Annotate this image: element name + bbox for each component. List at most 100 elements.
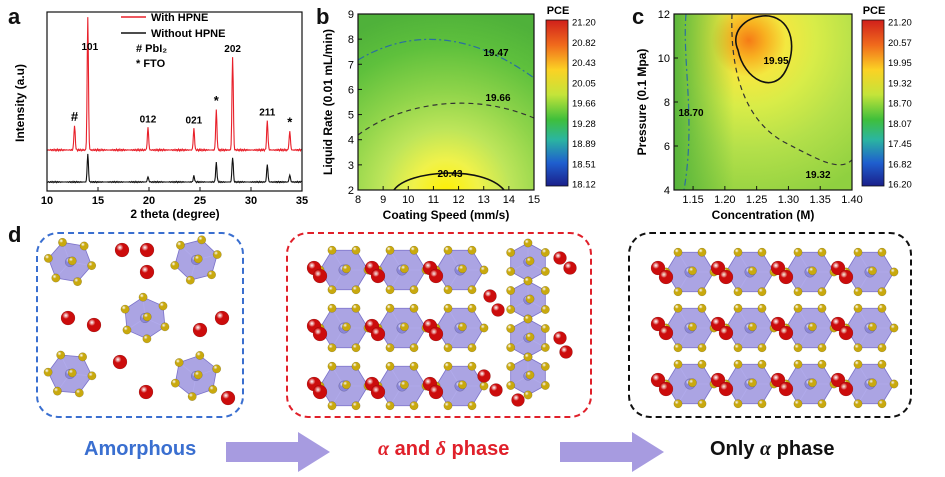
- y-tick-label-1-0: 2: [348, 185, 354, 197]
- alpha-symbol: α: [378, 438, 390, 460]
- cbar-tick-label-2-8: 16.20: [888, 180, 912, 191]
- contour-c-line-1870: [683, 14, 690, 190]
- contour-b-line-1966: [358, 102, 534, 136]
- panel-letter-c: c: [632, 4, 645, 29]
- y-tick-label-1-1: 3: [348, 160, 354, 172]
- x-tick-label-2-4: 1.35: [810, 194, 831, 206]
- xrd-peak-label-3: 021: [186, 116, 203, 127]
- contour-c-line-1995: [735, 15, 793, 84]
- cbar-tick-label-2-6: 17.45: [888, 139, 912, 150]
- colorbar-c: [861, 19, 885, 187]
- y-tick-label-1-3: 5: [348, 110, 354, 122]
- xrd-tick-label-2: 20: [143, 195, 155, 207]
- contour-chart-c: 19.95 18.70 19.32 1.15 1.20 1.25 1.30 1.35 1.…: [635, 5, 912, 222]
- xrd-peak-label-0: #: [71, 109, 79, 124]
- legend-without-hpne: Without HPNE: [151, 28, 225, 40]
- x-tick-label-2-5: 1.40: [841, 194, 862, 206]
- contour-c-label-1870: 18.70: [678, 108, 703, 119]
- y-tick-label-1-2: 4: [348, 135, 354, 147]
- xrd-ylabel: Intensity (a.u): [13, 64, 27, 142]
- y-tick-label-1-6: 8: [348, 34, 354, 46]
- phase-text-2: phase: [771, 438, 835, 460]
- x-tick-label-2-0: 1.15: [682, 194, 703, 206]
- amorphous-box: [36, 232, 244, 418]
- y-tick-label-1-5: 7: [348, 59, 354, 71]
- label-only-alpha: Only α phase: [710, 438, 834, 461]
- cbar-tick-label-1-3: 20.05: [572, 78, 596, 89]
- contour-c-field-edge: [674, 14, 734, 190]
- y-tick-label-1-7: 9: [348, 9, 354, 21]
- arrow-2: [560, 432, 664, 472]
- cbar-tick-label-2-4: 18.70: [888, 99, 912, 110]
- contour-b-line-1947: [358, 38, 534, 79]
- xrd-peak-label-1: 101: [81, 42, 98, 53]
- only-alpha-box: [628, 232, 912, 418]
- contour-c-ylabel: Pressure (0.1 Mpa): [635, 49, 649, 156]
- cbar-tick-label-1-7: 18.51: [572, 159, 596, 170]
- xrd-series-1: [46, 153, 302, 184]
- xrd-peak-label-7: *: [287, 114, 293, 129]
- y-tick-label-2-4: 12: [658, 9, 670, 21]
- y-tick-label-2-1: 6: [664, 141, 670, 153]
- colorbar-b: [545, 19, 569, 187]
- xrd-xlabel: 2 theta (degree): [130, 207, 219, 221]
- alpha-symbol-2: α: [760, 438, 772, 460]
- delta-symbol: δ: [435, 438, 446, 460]
- y-tick-label-2-0: 4: [664, 185, 670, 197]
- contour-c-label-1995: 19.95: [763, 56, 788, 67]
- label-alpha-delta: α and δ phase: [378, 438, 509, 461]
- cbar-tick-label-2-1: 20.57: [888, 38, 912, 49]
- xrd-tick-label-5: 35: [296, 195, 308, 207]
- xrd-tick-label-3: 25: [194, 195, 206, 207]
- contour-b-xlabel: Coating Speed (mm/s): [383, 208, 510, 222]
- xrd-peak-label-2: 012: [140, 114, 157, 125]
- cbar-tick-label-1-5: 19.28: [572, 119, 596, 130]
- cbar-tick-label-2-7: 16.82: [888, 159, 912, 170]
- x-tick-label-1-4: 12: [452, 194, 464, 206]
- contour-b-label-1966: 19.66: [485, 93, 510, 104]
- cbar-tick-label-2-0: 21.20: [888, 18, 912, 29]
- xrd-tick-label-1: 15: [92, 195, 104, 207]
- xrd-peak-label-6: 211: [259, 108, 276, 119]
- contour-c-label-1932: 19.32: [805, 170, 830, 181]
- x-tick-label-1-7: 15: [528, 194, 540, 206]
- xrd-axes-frame: [46, 11, 303, 192]
- contour-b-field: [358, 14, 534, 190]
- contour-b-label-1947: 19.47: [483, 48, 508, 59]
- x-tick-label-2-1: 1.20: [714, 194, 735, 206]
- phase-text: phase: [446, 438, 510, 460]
- x-tick-label-1-1: 9: [380, 194, 386, 206]
- contour-b-frame: [357, 13, 535, 191]
- contour-b-label-2043: 20.43: [437, 169, 462, 180]
- xrd-series-0: [46, 17, 302, 153]
- legend-pbi2: # PbI₂: [136, 43, 167, 55]
- x-tick-label-1-2: 10: [402, 194, 414, 206]
- colorbar-b-title: PCE: [547, 5, 570, 17]
- contour-c-line-1932: [731, 14, 852, 166]
- x-tick-label-1-5: 13: [478, 194, 490, 206]
- x-tick-label-1-6: 14: [503, 194, 515, 206]
- cbar-tick-label-1-8: 18.12: [572, 180, 596, 191]
- xrd-tick-label-0: 10: [41, 195, 53, 207]
- label-amorphous: Amorphous: [84, 438, 197, 460]
- and-text: and: [389, 438, 436, 460]
- only-text: Only: [710, 438, 761, 460]
- contour-chart-b: 19.47 19.66 20.43 8 9 10 11 12 13 14 15 2 3 4 5 6 7 8…: [321, 5, 596, 222]
- contour-b-ylabel: Liquid Rate (0.01 mL/min): [321, 29, 335, 175]
- x-tick-label-1-0: 8: [355, 194, 361, 206]
- xrd-tick-label-4: 30: [245, 195, 257, 207]
- xrd-peak-label-5: 202: [224, 44, 241, 55]
- cbar-tick-label-2-5: 18.07: [888, 119, 912, 130]
- cbar-tick-label-1-1: 20.82: [572, 38, 596, 49]
- panel-letter-d: d: [8, 222, 22, 247]
- contour-b-line-2043: [393, 172, 505, 190]
- y-tick-label-1-4: 6: [348, 84, 354, 96]
- cbar-tick-label-1-6: 18.89: [572, 139, 596, 150]
- alpha-delta-box: [286, 232, 592, 418]
- panel-letter-b: b: [316, 4, 330, 29]
- y-tick-label-2-3: 10: [658, 53, 670, 65]
- cbar-tick-label-1-4: 19.66: [572, 99, 596, 110]
- cbar-tick-label-2-3: 19.32: [888, 78, 912, 89]
- cbar-tick-label-2-2: 19.95: [888, 58, 912, 69]
- x-tick-label-2-2: 1.25: [746, 194, 767, 206]
